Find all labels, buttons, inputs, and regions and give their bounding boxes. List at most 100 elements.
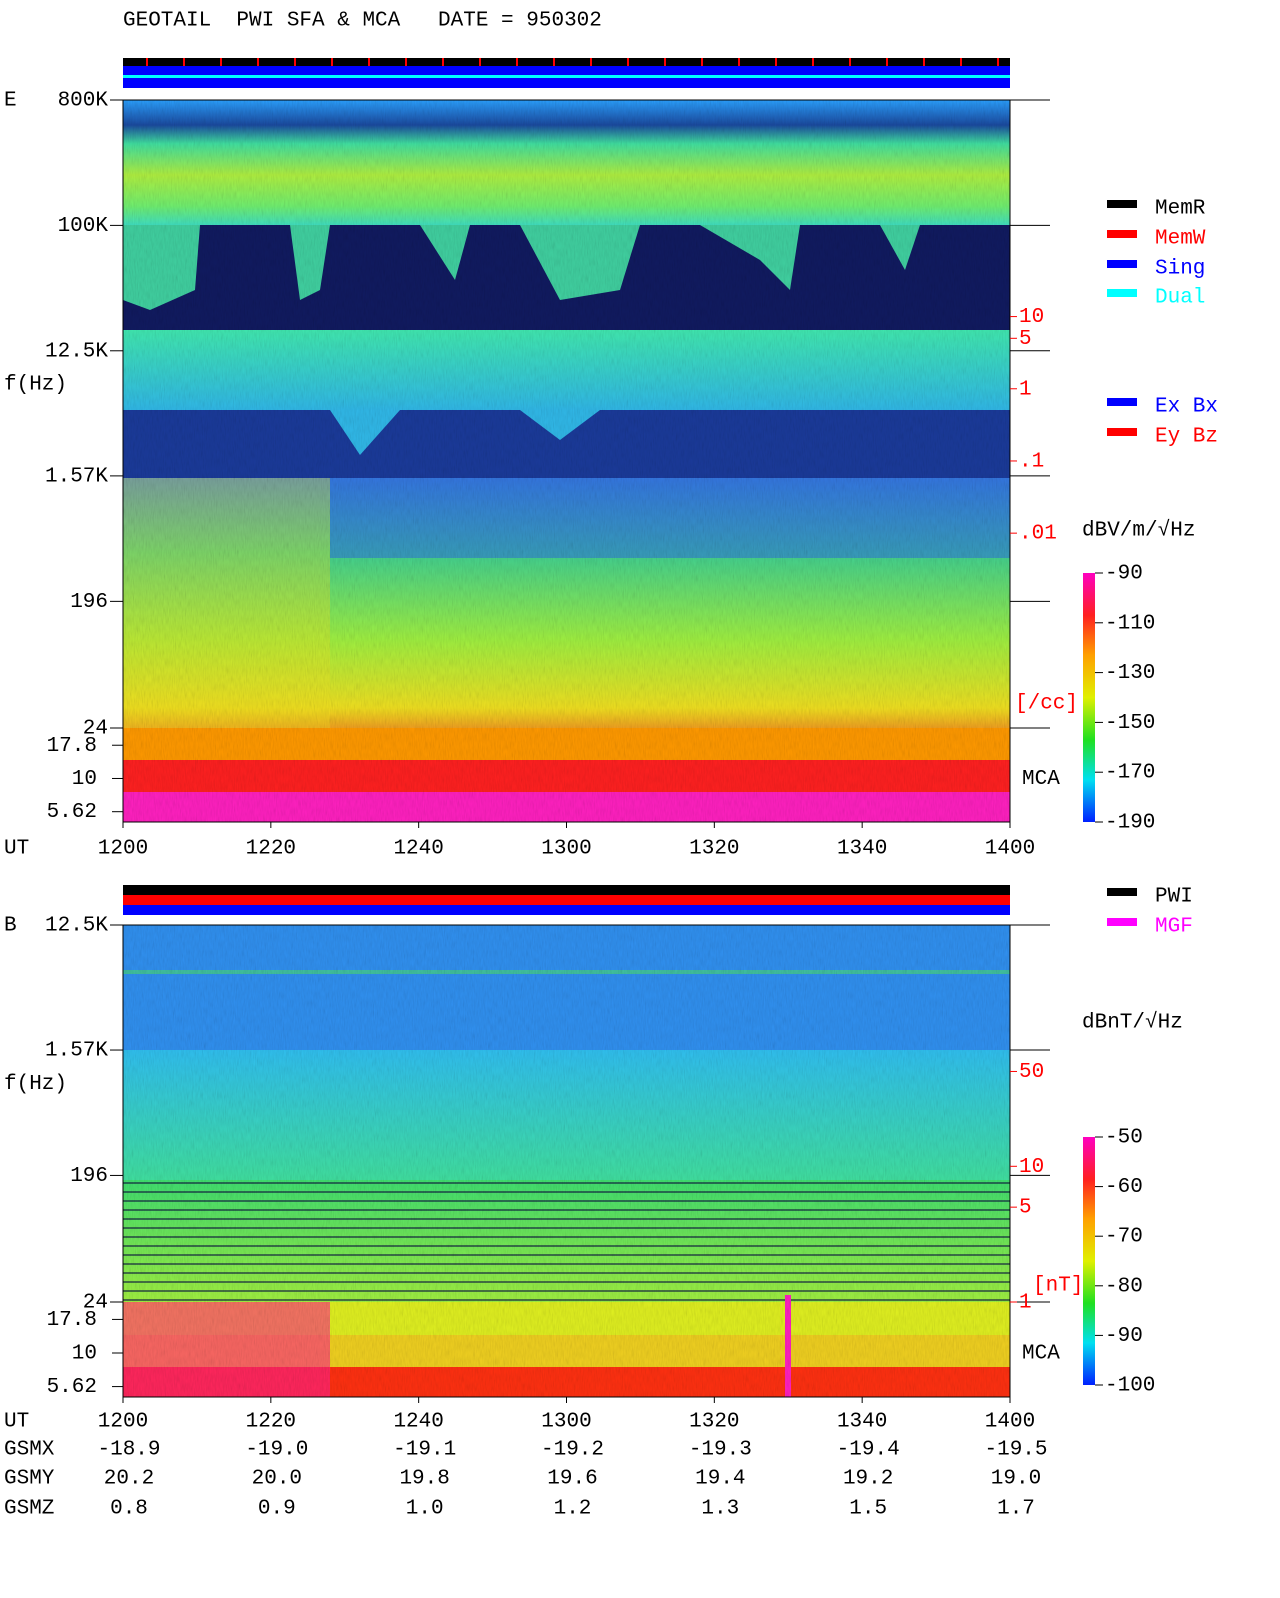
legend-label: Ex Bx <box>1155 396 1218 419</box>
orbit-value: 0.9 <box>258 1498 296 1521</box>
x-tick-label: 1240 <box>393 1411 443 1434</box>
legend-swatch <box>1107 888 1137 896</box>
mca-tick-label: 5.62 <box>47 801 97 824</box>
legend-swatch <box>1107 428 1137 436</box>
colorbar <box>1083 1137 1095 1385</box>
orbit-row-label: GSMY <box>4 1468 55 1491</box>
y-tick-label: 1.57K <box>45 1040 108 1063</box>
y-tick-label: 12.5K <box>45 340 108 363</box>
orbit-value: 19.2 <box>843 1468 893 1491</box>
orbit-row-label: GSMX <box>4 1439 55 1462</box>
legend-swatch <box>1107 398 1137 406</box>
legend-label: Ey Bz <box>1155 426 1218 449</box>
colorbar-tick-label: -130 <box>1105 662 1155 685</box>
legend-label: MemR <box>1155 198 1206 221</box>
status-bar-memr <box>123 58 1010 66</box>
y-tick-label: 1.57K <box>45 465 108 488</box>
y2-tick-label: 10 <box>1019 1156 1044 1179</box>
orbit-value: -19.5 <box>984 1439 1047 1462</box>
y2-tick-label: .01 <box>1019 523 1057 546</box>
x-axis-label: UT <box>4 838 29 861</box>
spectrogram-texture <box>123 100 1010 822</box>
x-axis-label: UT <box>4 1411 29 1434</box>
x-tick-label: 1400 <box>985 838 1035 861</box>
legend-label: MemW <box>1155 228 1206 251</box>
status-bars <box>123 58 1010 915</box>
orbit-value: 19.8 <box>399 1468 449 1491</box>
mca-tick-label: 17.8 <box>47 735 97 758</box>
colorbar-tick-label: -80 <box>1105 1275 1143 1298</box>
orbit-value: 19.0 <box>991 1468 1041 1491</box>
mca-label: MCA <box>1022 768 1060 791</box>
y-tick-label: 196 <box>70 1165 108 1188</box>
orbit-value: -18.9 <box>97 1439 160 1462</box>
x-tick-label: 1220 <box>246 1411 296 1434</box>
colorbar-tick-label: -50 <box>1105 1127 1143 1150</box>
mca-tick-label: 10 <box>72 1343 97 1366</box>
legend-swatch <box>1107 230 1137 238</box>
colorbar-tick-label: -110 <box>1105 612 1155 635</box>
orbit-value: -19.0 <box>245 1439 308 1462</box>
orbit-value: 1.2 <box>554 1498 592 1521</box>
status-bar-sing <box>123 905 1010 915</box>
orbit-value: -19.3 <box>689 1439 752 1462</box>
panel-label: B <box>4 915 17 938</box>
y2-axis-label: [nT] <box>1033 1275 1083 1298</box>
y-axis-label: f(Hz) <box>4 1073 67 1096</box>
orbit-value: 20.2 <box>104 1468 154 1491</box>
x-tick-label: 1200 <box>98 838 148 861</box>
x-tick-label: 1200 <box>98 1411 148 1434</box>
x-tick-label: 1340 <box>837 1411 887 1434</box>
mca-tick-label: 5.62 <box>47 1376 97 1399</box>
orbit-value: -19.1 <box>393 1439 456 1462</box>
y2-tick-label: 1 <box>1019 378 1032 401</box>
legend-label: MGF <box>1155 916 1193 939</box>
orbit-value: -19.4 <box>837 1439 900 1462</box>
orbit-value: 19.4 <box>695 1468 745 1491</box>
legend-swatch <box>1107 289 1137 297</box>
spectrogram-texture <box>123 925 1010 1397</box>
status-bar-pwi <box>123 885 1010 895</box>
colorbar <box>1083 573 1095 822</box>
legend-label: PWI <box>1155 886 1193 909</box>
colorbar-tick-label: -90 <box>1105 1325 1143 1348</box>
orbit-row-label: GSMZ <box>4 1498 54 1521</box>
colorbar-tick-label: -70 <box>1105 1226 1143 1249</box>
y-tick-label: 100K <box>58 215 109 238</box>
colorbar-tick-label: -100 <box>1105 1375 1155 1398</box>
orbit-value: 1.3 <box>701 1498 739 1521</box>
legend-swatch <box>1107 918 1137 926</box>
y-tick-label: 800K <box>58 90 109 113</box>
orbit-value: -19.2 <box>541 1439 604 1462</box>
colorbar-tick-label: -190 <box>1105 812 1155 835</box>
y2-tick-label: 50 <box>1019 1061 1044 1084</box>
y-tick-label: 24 <box>83 718 108 741</box>
x-tick-label: 1240 <box>393 838 443 861</box>
status-bar-memw <box>123 895 1010 905</box>
mca-label: MCA <box>1022 1343 1060 1366</box>
legend-swatch <box>1107 200 1137 208</box>
spectrogram-e <box>123 100 1010 822</box>
orbit-value: 1.7 <box>997 1498 1035 1521</box>
orbit-value: 1.0 <box>406 1498 444 1521</box>
legend-label: Dual <box>1155 287 1205 310</box>
colorbar-label: dBnT/√Hz <box>1082 1011 1183 1035</box>
y2-tick-label: 1 <box>1019 1292 1032 1315</box>
y-tick-label: 24 <box>83 1292 108 1315</box>
chart-title: GEOTAIL PWI SFA & MCA DATE = 950302 <box>123 10 602 33</box>
colorbar-tick-label: -90 <box>1105 563 1143 586</box>
x-tick-label: 1300 <box>541 1411 591 1434</box>
x-tick-label: 1400 <box>985 1411 1035 1434</box>
y2-axis-label: [/cc] <box>1015 693 1078 716</box>
orbit-value: 0.8 <box>110 1498 148 1521</box>
spectrogram-b <box>123 925 1010 1397</box>
colorbar-tick-label: -170 <box>1105 762 1155 785</box>
orbit-value: 19.6 <box>547 1468 597 1491</box>
mca-tick-label: 17.8 <box>47 1309 97 1332</box>
x-tick-label: 1300 <box>541 838 591 861</box>
colorbar-label: dBV/m/√Hz <box>1082 519 1195 543</box>
panel-label: E <box>4 90 17 113</box>
y2-tick-label: .1 <box>1019 451 1044 474</box>
